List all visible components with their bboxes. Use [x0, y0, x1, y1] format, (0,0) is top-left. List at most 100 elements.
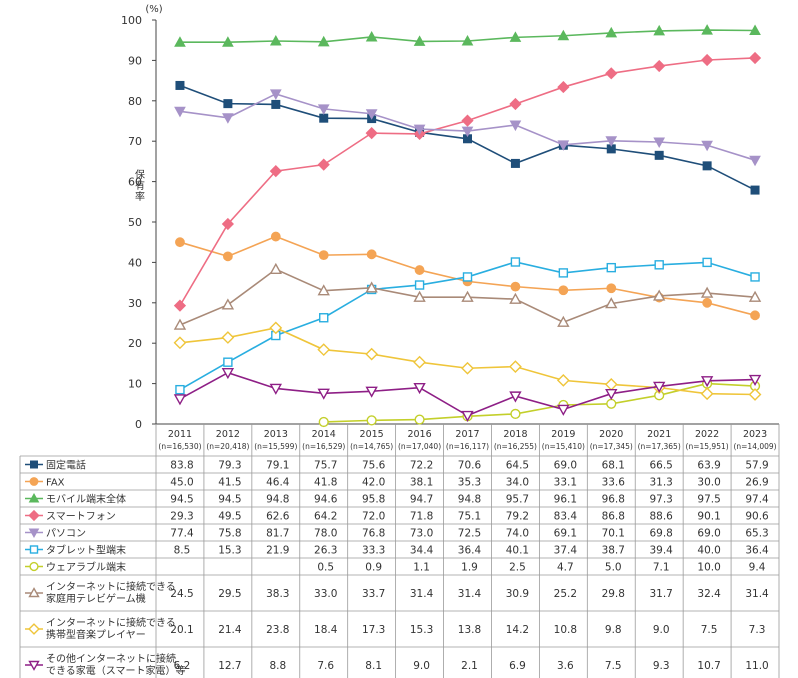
data-point — [700, 376, 714, 388]
data-point — [557, 404, 570, 416]
data-point — [222, 251, 233, 262]
table-cell-value: 11.0 — [745, 660, 768, 672]
y-unit-label: (%) — [145, 4, 162, 15]
table-cell-value: 31.4 — [458, 588, 482, 600]
data-point — [271, 99, 281, 109]
data-point — [461, 34, 474, 46]
year-label: 2022 — [695, 429, 719, 440]
table-cell-value: 83.4 — [554, 511, 578, 523]
table-cell-value: 70.1 — [602, 528, 625, 540]
table-cell-value: 57.9 — [745, 460, 768, 472]
data-point — [702, 297, 713, 308]
year-label: 2020 — [599, 429, 623, 440]
year-label: 2011 — [168, 429, 192, 440]
table-cell-value: 15.3 — [218, 545, 241, 557]
table-row: モバイル端末全体 94.5 94.5 94.8 94.6 95.8 94.7 94.8 95.7… — [25, 493, 769, 506]
series-label: 固定電話 — [46, 459, 86, 472]
data-point — [605, 136, 618, 147]
sample-size-label: (n=17,365) — [638, 442, 681, 451]
table-row: タブレット型端末 8.5 15.3 21.9 26.3 33.3 34.4 36.4 40.1 3… — [25, 544, 769, 557]
legend-marker — [28, 492, 40, 503]
table-cell-value: 12.7 — [218, 660, 241, 672]
table-cell-value: 94.7 — [410, 494, 433, 506]
data-point — [175, 80, 185, 90]
table-cell-value: 33.3 — [362, 545, 385, 557]
series-label: スマートフォン — [46, 512, 116, 523]
data-point — [317, 104, 330, 115]
table-cell-value: 7.1 — [653, 562, 670, 574]
data-point — [557, 315, 570, 327]
data-point — [413, 382, 426, 395]
table-cell-value: 1.1 — [413, 562, 430, 574]
data-point — [748, 374, 762, 387]
data-point — [605, 26, 618, 38]
table-cell-value: 0.5 — [317, 562, 334, 574]
table-cell-value: 15.3 — [410, 624, 433, 636]
table-cell-value: 40.0 — [697, 545, 720, 557]
year-label: 2021 — [647, 429, 671, 440]
legend-marker — [28, 623, 40, 635]
data-point — [175, 384, 185, 395]
data-point — [365, 109, 378, 120]
table-cell-value: 66.5 — [649, 460, 672, 472]
data-point — [413, 355, 426, 369]
year-label: 2017 — [455, 429, 479, 440]
table-cell-value: 83.8 — [170, 460, 193, 472]
series-line-group — [175, 80, 760, 195]
data-point — [270, 231, 281, 242]
data-point — [365, 347, 379, 361]
table-cell-value: 5.0 — [605, 562, 622, 574]
table-cell-value: 96.8 — [602, 494, 625, 506]
year-label: 2019 — [551, 429, 575, 440]
table-row: パソコン 77.4 75.8 81.7 78.0 76.8 73.0 72.5 74.0 69.1… — [25, 528, 769, 540]
table-cell-value: 2.1 — [461, 660, 478, 672]
legend-marker — [30, 460, 38, 469]
data-point — [365, 386, 378, 398]
data-point — [557, 80, 570, 94]
year-label: 2015 — [360, 429, 384, 440]
data-point — [173, 336, 187, 350]
table-cell-value: 64.5 — [506, 460, 529, 472]
table-cell-value: 75.8 — [218, 528, 241, 540]
data-point — [414, 414, 425, 425]
table-cell-value: 9.8 — [605, 624, 622, 636]
data-table: 2011 (n=16,530) 2012 (n=20,418) 2013 (n=15,59… — [19, 424, 780, 678]
y-tick-label: 20 — [128, 337, 142, 350]
data-point — [749, 155, 761, 167]
sample-size-label: (n=20,418) — [206, 442, 249, 451]
data-point — [269, 321, 283, 335]
data-point — [221, 367, 235, 380]
table-cell-value: 72.5 — [458, 528, 481, 540]
data-point — [461, 290, 474, 302]
table-cell-value: 69.8 — [649, 528, 672, 540]
table-cell-value: 38.3 — [266, 588, 289, 600]
series-line-group — [174, 89, 761, 167]
data-point — [654, 150, 664, 160]
table-cell-value: 37.4 — [554, 545, 578, 557]
table-cell-value: 31.3 — [649, 477, 672, 489]
table-row: FAX 45.0 41.5 46.4 41.8 42.0 38.1 35.3 34.0 33.1 3… — [25, 477, 769, 489]
table-cell-value: 2.5 — [509, 562, 526, 574]
table-cell-value: 8.5 — [174, 545, 191, 557]
table-cell-value: 23.8 — [266, 624, 289, 636]
series-label: ウェアラブル端末 — [46, 561, 126, 574]
data-point — [317, 284, 330, 296]
table-cell-value: 97.5 — [697, 494, 720, 506]
sample-size-label: (n=15,410) — [542, 442, 585, 451]
data-point — [317, 343, 331, 357]
table-cell-value: 30.9 — [506, 588, 529, 600]
data-point — [750, 185, 760, 195]
table-cell-value: 7.3 — [749, 624, 766, 636]
series-label: インターネットに接続できる — [46, 580, 176, 593]
chart-axes: 0 10 20 30 40 50 60 70 80 90 100 (%) 保有率 — [121, 4, 779, 431]
data-point — [317, 35, 330, 47]
data-point — [365, 281, 378, 293]
table-cell-value: 9.3 — [653, 660, 670, 672]
table-cell-value: 3.6 — [557, 660, 574, 672]
table-cell-value: 86.8 — [602, 511, 625, 523]
table-cell-value: 36.4 — [458, 545, 482, 557]
table-cell-value: 38.1 — [410, 477, 433, 489]
data-point — [223, 357, 233, 367]
table-cell-value: 33.0 — [314, 588, 337, 600]
